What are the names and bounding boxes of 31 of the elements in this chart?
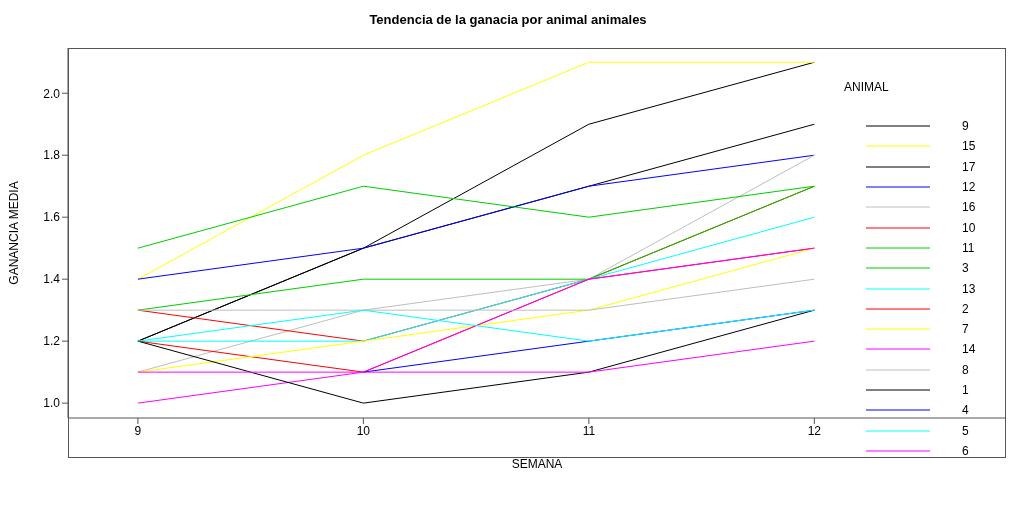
y-tick-label: 2.0 [43,86,61,101]
y-tick-label: 1.4 [43,272,61,287]
text: 13 [962,281,976,296]
text: 4 [962,403,969,418]
y-tick-label: 1.2 [43,334,61,349]
text: 15 [962,139,976,154]
text: 1 [962,383,969,397]
text: 9 [962,119,969,134]
text: 2 [962,301,969,316]
x-tick-label: 11 [582,423,596,438]
y-tick-label: 1.0 [43,396,61,411]
text: 8 [962,362,969,377]
x-tick-label: 9 [134,423,142,438]
text: 6 [962,443,969,458]
y-tick-label: 1.8 [43,148,61,163]
y-tick-label: 1.6 [43,210,61,225]
text: 14 [962,342,976,357]
text: 11 [962,240,975,255]
y-axis-title: GANANCIA MEDIA [7,181,22,285]
chart-title: Tendencia de la ganacia por animal animales [368,12,648,27]
x-axis-title: SEMANA [511,457,563,471]
legend-title: ANIMAL [844,80,890,94]
text: 12 [962,180,976,195]
x-tick-label: 10 [356,423,371,438]
text: 10 [962,220,976,235]
text: 3 [962,261,969,276]
text: 7 [962,322,969,337]
x-tick-label: 12 [807,423,822,438]
text: 5 [962,423,969,438]
text: 17 [962,159,976,174]
text: 16 [962,200,976,215]
